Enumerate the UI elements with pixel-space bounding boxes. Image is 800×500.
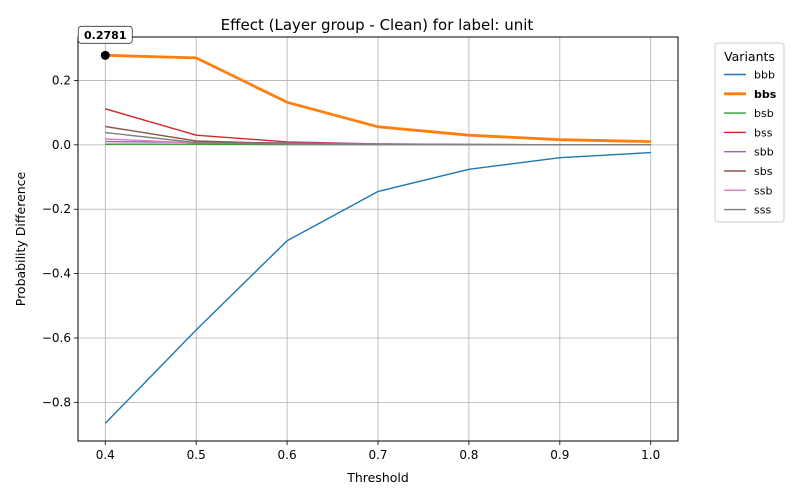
y-axis-ticks: −0.8 −0.6 −0.4 −0.2 0.0 0.2 bbox=[42, 73, 78, 409]
y-axis-label: Probability Difference bbox=[13, 171, 28, 306]
x-tick-label: 0.9 bbox=[550, 448, 569, 462]
legend-label-ssb: ssb bbox=[754, 184, 772, 197]
x-tick-label: 0.4 bbox=[96, 448, 115, 462]
legend-label-bss: bss bbox=[754, 126, 773, 139]
y-tick-label: −0.6 bbox=[42, 331, 71, 345]
legend-title: Variants bbox=[724, 49, 775, 64]
y-tick-label: −0.8 bbox=[42, 395, 71, 409]
x-axis-label: Threshold bbox=[346, 470, 409, 485]
peak-annotation: 0.2781 bbox=[77, 25, 133, 60]
legend-label-bsb: bsb bbox=[754, 107, 774, 120]
series-line-sss bbox=[105, 131, 651, 146]
x-tick-label: 0.5 bbox=[187, 448, 206, 462]
peak-label: 0.2781 bbox=[84, 29, 126, 42]
peak-label-box bbox=[77, 25, 133, 44]
series-line-bbs bbox=[105, 53, 651, 143]
peak-marker bbox=[100, 50, 110, 60]
y-tick-label: −0.4 bbox=[42, 267, 71, 281]
legend-label-sbb: sbb bbox=[754, 146, 774, 159]
chart-title: Effect (Layer group - Clean) for label: … bbox=[221, 16, 534, 34]
y-tick-label: −0.2 bbox=[42, 202, 71, 216]
grid-lines bbox=[78, 37, 678, 441]
legend-label-bbb: bbb bbox=[754, 69, 775, 82]
y-tick-label: 0.0 bbox=[52, 138, 71, 152]
x-tick-label: 1.0 bbox=[641, 448, 660, 462]
legend-label-sbs: sbs bbox=[754, 165, 773, 178]
x-tick-label: 0.8 bbox=[459, 448, 478, 462]
legend: Variants bbb bbs bsb bss sbb sbs ssb sss bbox=[714, 42, 785, 223]
x-axis-ticks: 0.4 0.5 0.6 0.7 0.8 0.9 1.0 bbox=[96, 441, 660, 462]
legend-label-bbs: bbs bbox=[754, 88, 777, 101]
legend-label-sss: sss bbox=[754, 204, 771, 217]
y-tick-label: 0.2 bbox=[52, 73, 71, 87]
series-lines bbox=[104, 53, 651, 424]
x-tick-label: 0.6 bbox=[278, 448, 297, 462]
legend-box bbox=[714, 42, 785, 223]
series-line-bbb bbox=[104, 151, 651, 424]
x-tick-label: 0.7 bbox=[368, 448, 387, 462]
